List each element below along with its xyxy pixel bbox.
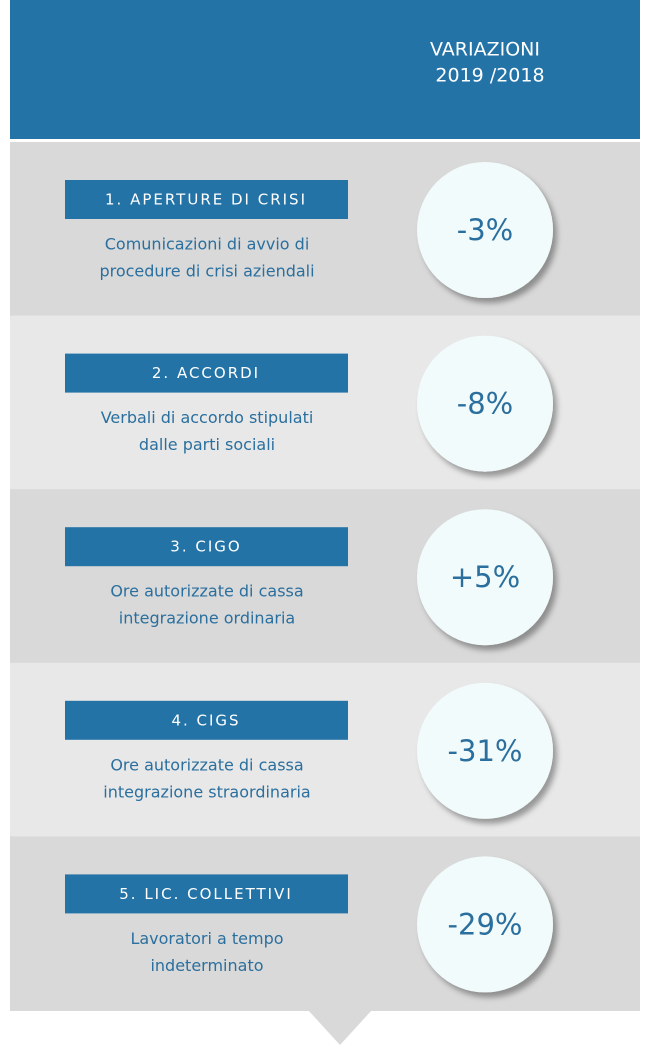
row-label: 4. CIGS: [171, 711, 240, 729]
row-description: procedure di crisi aziendali: [99, 262, 314, 281]
header-title: VARIAZIONI: [430, 39, 540, 61]
row-description: Lavoratori a tempo: [130, 929, 283, 948]
row-description: Comunicazioni di avvio di: [105, 235, 310, 254]
value-circle: [417, 682, 553, 819]
header-title: 2019 /2018: [435, 65, 544, 87]
row-value: -29%: [448, 907, 523, 941]
row-description: Ore autorizzate di cassa: [110, 755, 303, 774]
pointer: [10, 1010, 640, 1045]
value-circle: [417, 509, 553, 646]
row-label: 3. CIGO: [170, 538, 241, 556]
row-description: dalle parti sociali: [139, 435, 275, 454]
row-description: indeterminato: [150, 956, 263, 975]
label-box: [65, 180, 348, 219]
value-circle: [417, 335, 553, 472]
header-band: [10, 0, 640, 139]
label-box: [65, 700, 348, 740]
row-value: -8%: [457, 387, 513, 421]
value-circle: [417, 162, 553, 298]
label-box: [65, 527, 348, 567]
row-value: -31%: [448, 734, 523, 768]
row-value: -3%: [457, 213, 513, 247]
label-box: [65, 353, 348, 393]
label-box: [65, 874, 348, 914]
value-circle: [417, 856, 553, 993]
row-label: 1. APERTURE DI CRISI: [105, 191, 307, 209]
row-description: integrazione straordinaria: [103, 782, 310, 801]
row-description: Verbali di accordo stipulati: [101, 408, 314, 427]
row-description: Ore autorizzate di cassa: [110, 582, 303, 601]
row-label: 2. ACCORDI: [152, 364, 260, 382]
row-value: +5%: [450, 560, 520, 594]
rows: 1. APERTURE DI CRISI Comunicazioni di avv…: [10, 142, 640, 1011]
row-label: 5. LIC. COLLETTIVI: [119, 885, 293, 903]
row-description: integrazione ordinaria: [119, 609, 295, 628]
